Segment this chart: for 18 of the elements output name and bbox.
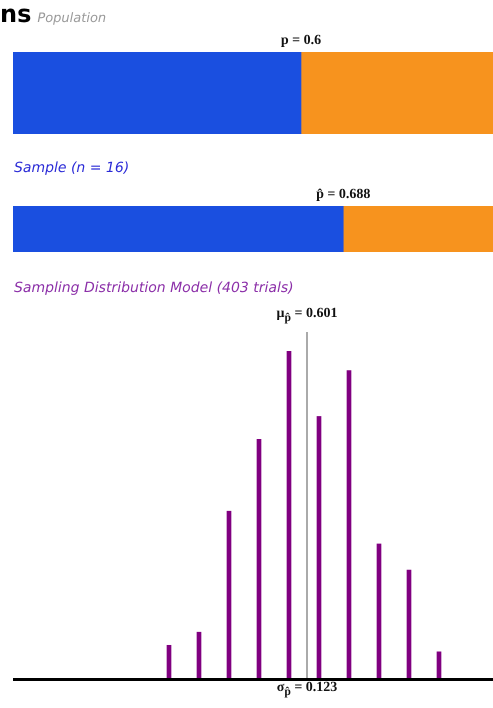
text: p̂ = 0.688 (316, 187, 370, 202)
bar (226, 510, 232, 678)
text: p = 0.6 (280, 33, 322, 48)
bar (166, 644, 172, 678)
chart-title: Sample (n = 16) (14, 160, 130, 176)
bar (436, 652, 442, 678)
bar (406, 570, 412, 678)
bar (196, 632, 202, 678)
bar (256, 438, 262, 678)
bar (286, 351, 292, 678)
bar (376, 544, 382, 678)
text: σ$_{p̂}$ = 0.123 (276, 680, 338, 698)
chart-subtitle: Population (37, 11, 106, 26)
text: μ$_{p̂}$ = 0.601 (276, 306, 338, 324)
bar (346, 370, 352, 678)
chart-title: ns (0, 0, 32, 28)
bar (316, 416, 322, 678)
chart-title: Sampling Distribution Model (403 trials) (14, 280, 294, 296)
